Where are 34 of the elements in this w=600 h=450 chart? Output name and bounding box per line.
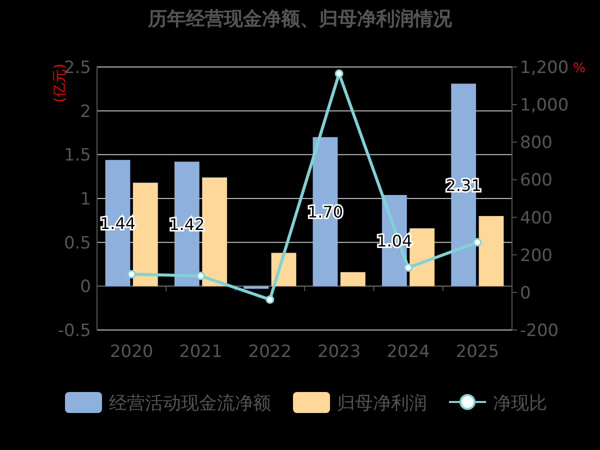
legend-label: 净现比	[493, 393, 547, 414]
x-tick-label: 2025	[456, 342, 500, 362]
y2-tick-label: 600	[520, 170, 552, 191]
chart-title: 历年经营现金净额、归母净利润情况	[147, 8, 453, 30]
point	[334, 69, 344, 78]
point	[266, 295, 274, 304]
y2-tick-label: 800	[520, 133, 552, 154]
y2-tick-label: 1,000	[520, 96, 569, 116]
x-tick-label: 2023	[317, 342, 361, 362]
x-tick-label: 2021	[179, 342, 222, 362]
y-tick-label: -0.5	[58, 321, 91, 341]
y-tick-label: 0.5	[64, 233, 91, 254]
legend-label: 经营活动现金流净额	[109, 393, 271, 414]
bar	[340, 272, 366, 286]
x-tick-label: 2022	[248, 342, 292, 362]
point	[404, 263, 412, 272]
y2-tick-label: -200	[520, 321, 559, 341]
point	[127, 270, 136, 278]
x-tick-label: 2024	[386, 342, 430, 362]
point	[196, 272, 205, 280]
y-tick-label: 1.5	[64, 146, 91, 166]
y-tick-label: 2	[80, 102, 91, 122]
y2-tick-label: 1,200	[520, 58, 569, 78]
bar	[244, 286, 269, 289]
y-tick-label: 0	[80, 277, 91, 298]
x-tick-label: 2020	[110, 342, 154, 362]
y2-tick-label: 200	[520, 246, 552, 266]
point	[473, 238, 482, 247]
bar	[478, 216, 504, 286]
y2-tick-label: 0	[520, 283, 531, 304]
legend-label: 归母净利润	[337, 393, 427, 414]
y2-axis-title: %	[573, 61, 586, 76]
y-tick-label: 1	[80, 190, 91, 210]
y2-tick-label: 400	[520, 208, 552, 228]
